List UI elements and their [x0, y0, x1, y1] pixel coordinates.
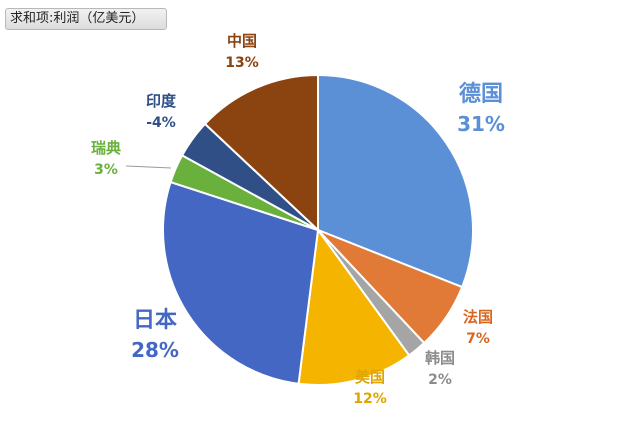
- slice-percent-label: 2%: [428, 372, 452, 388]
- leader-line: [125, 165, 172, 169]
- slice-name-label: 韩国: [425, 349, 455, 367]
- slice-percent-label: 3%: [94, 162, 118, 178]
- slice-name-label: 法国: [463, 308, 493, 326]
- slice-percent-label: 12%: [353, 391, 387, 407]
- slice-name-label: 德国: [459, 81, 503, 107]
- field-button-label: 求和项:利润（亿美元）: [10, 11, 145, 26]
- slice-percent-label: 7%: [466, 331, 490, 347]
- pie-slice: [317, 73, 474, 289]
- slice-percent-label: 31%: [457, 112, 505, 136]
- slice-name-label: 印度: [146, 92, 177, 110]
- slice-name-label: 美国: [355, 368, 385, 386]
- slice-percent-label: -4%: [146, 115, 176, 131]
- pie-slice: [297, 227, 411, 386]
- pie-slice: [203, 73, 319, 233]
- slice-percent-label: 28%: [131, 338, 179, 362]
- slice-name-label: 日本: [133, 308, 177, 333]
- slice-percent-label: 13%: [225, 55, 259, 71]
- field-button[interactable]: 求和项:利润（亿美元）: [5, 8, 167, 30]
- slice-name-label: 中国: [227, 32, 257, 50]
- pie-slice: [162, 180, 320, 385]
- slice-name-label: 瑞典: [91, 139, 121, 157]
